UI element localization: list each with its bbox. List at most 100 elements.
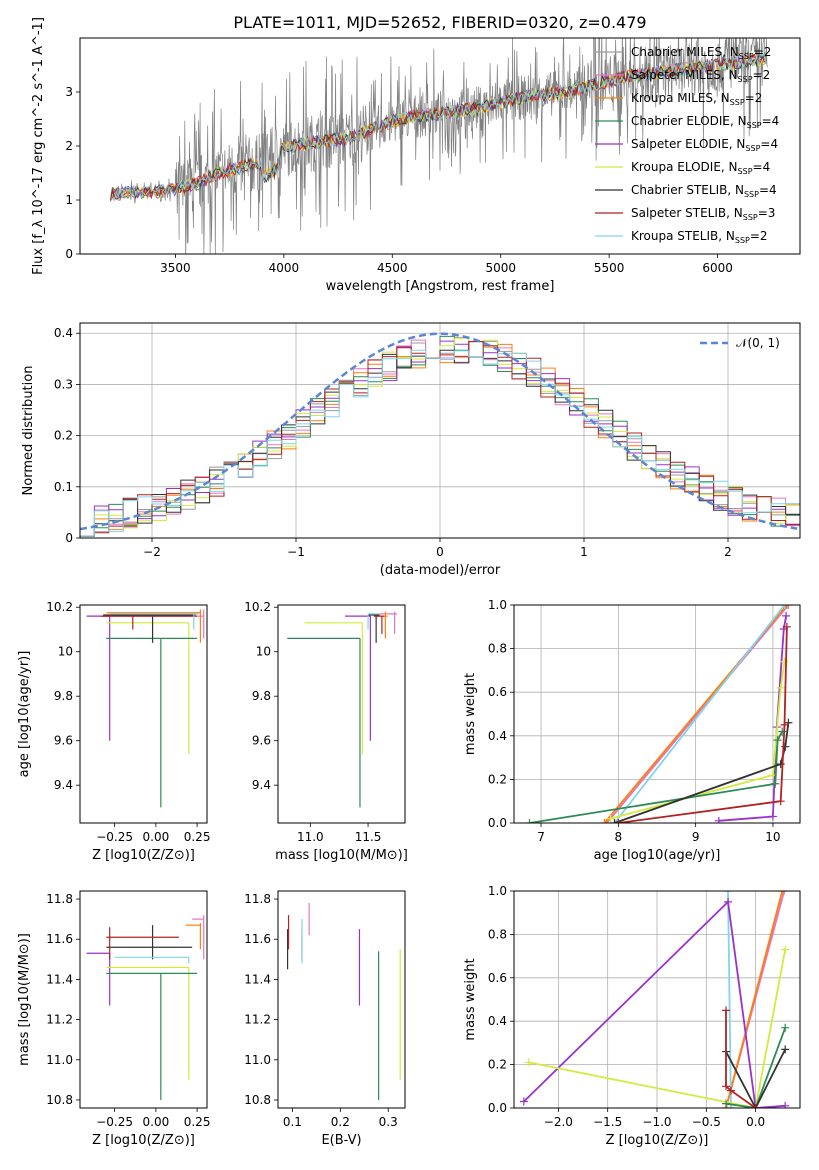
legend-entry: Chabrier ELODIE, NSSP=4 [631,114,779,130]
residual-histogram [80,349,800,537]
y-tick-label: 0.0 [488,1101,507,1115]
axes-frame [277,604,406,824]
y-axis-label: mass weight [463,958,478,1040]
x-tick-label: 0.25 [184,1115,211,1129]
plot-area [80,323,800,538]
y-tick-label: 11.6 [244,932,271,946]
weight-marker [778,891,787,895]
y-tick-label: 10 [256,645,271,659]
x-tick-label: 11.5 [355,830,382,844]
spectrum-panel: 3500 4000 4500 5000 5500 6000 0 1 2 3 Chabrier MIL… [31,17,801,294]
x-tick-label: −0.25 [96,1115,133,1129]
age-vs-mass-panel: 11.0 11.5 9.4 9.6 9.8 10 10.2 mass [log10(M/M⊙)… [244,600,408,863]
y-tick-label: 0.2 [54,429,73,443]
y-tick-label: 0.6 [488,971,507,985]
weight-marker [781,945,790,954]
x-tick-label: 3500 [160,261,191,275]
model-line [109,55,767,202]
y-tick-label: 10.2 [46,600,73,614]
weight-line [606,605,790,823]
y-tick-label: 10.8 [46,1093,73,1107]
y-tick-label: 0.2 [488,772,507,786]
x-tick-label: −0.5 [692,1115,721,1129]
x-tick-label: 6000 [702,261,733,275]
weight-line [529,730,783,823]
y-tick-label: 0.8 [488,642,507,656]
weight-vs-metallicity-panel: −2.0 −1.5 −1.0 −0.5 0.0 0.0 0.2 0.4 0.6 0.8 1.0 Z [… [463,884,801,1148]
y-tick-label: 0.8 [488,927,507,941]
plot-area [86,609,205,808]
y-tick-label: 9.8 [252,689,271,703]
weight-marker [614,819,623,823]
weight-marker [751,1104,760,1108]
weight-line [725,1048,787,1108]
x-tick-label: −1.0 [642,1115,671,1129]
y-tick-label: 11.6 [46,932,73,946]
x-tick-label: 5500 [594,261,625,275]
weight-marker [773,736,782,745]
x-axis-label: Z [log10(Z/Z⊙)] [606,1133,709,1148]
model-line [110,53,767,202]
y-tick-label: 0.4 [54,326,73,340]
legend-entry: Kroupa STELIB, NSSP=2 [631,229,768,245]
y-axis-label: mass weight [463,673,478,755]
weight-marker [780,605,789,609]
y-axis-label: age [log10(age/yr)] [17,651,32,778]
y-tick-label: 9.8 [54,689,73,703]
x-tick-label: 7 [537,830,545,844]
weight-marker [776,683,785,692]
plot-area [514,891,800,1108]
weight-marker [726,1086,735,1095]
axes-frame [277,890,406,1109]
weight-marker [606,814,615,823]
y-tick-label: 11.8 [244,892,271,906]
weight-marker [722,1006,731,1015]
y-axis-label: Normed distribution [21,366,36,496]
x-axis-label: age [log10(age/yr)] [594,848,721,863]
weight-line [725,1027,787,1108]
y-tick-label: 0 [65,247,73,261]
y-tick-label: 0.1 [54,480,73,494]
weight-marker [768,812,777,821]
plot-area [287,611,397,808]
y-axis-label: Flux [f_λ 10^-17 erg cm^-2 s^-1 A^-1] [31,17,46,275]
figure-title: PLATE=1011, MJD=52652, FIBERID=0320, z=0… [233,13,646,32]
y-tick-label: 9.6 [252,734,271,748]
weight-line [727,891,732,1108]
legend-entry: Chabrier STELIB, NSSP=4 [631,183,777,199]
y-tick-label: 11.0 [46,1053,73,1067]
x-axis-label: (data-model)/error [380,563,501,578]
x-tick-label: 0.2 [331,1115,350,1129]
weight-marker [610,819,619,823]
x-tick-label: −1 [287,545,305,559]
x-tick-label: 0.1 [283,1115,302,1129]
y-tick-label: 2 [65,139,73,153]
model-line [109,53,767,202]
weight-marker [782,611,791,620]
model-line [109,51,767,202]
weight-marker [724,891,733,895]
x-tick-label: −0.25 [96,830,133,844]
x-tick-label: 1 [580,545,588,559]
plot-area [86,915,205,1100]
legend-entry: Kroupa MILES, NSSP=2 [631,91,762,107]
weight-marker [780,657,789,666]
x-tick-label: 11.0 [297,830,324,844]
weight-marker [782,622,791,631]
weight-marker [781,1023,790,1032]
weight-marker [781,1045,790,1054]
weight-line [618,626,788,823]
x-tick-label: 0.00 [143,830,170,844]
weight-line [523,900,786,1108]
weight-vs-age-panel: 7 8 9 10 0.0 0.2 0.4 0.6 0.8 1.0 age [log10(age/yr… [463,598,801,863]
weight-line [528,949,787,1108]
y-tick-label: 11.4 [244,972,271,986]
weight-line [613,605,786,823]
y-tick-label: 1.0 [488,884,507,898]
weight-marker [782,605,791,609]
x-tick-label: 0.0 [746,1115,765,1129]
x-tick-label: 10 [765,830,780,844]
legend-entry: Salpeter MILES, NSSP=2 [631,68,770,84]
mass-vs-metallicity-panel: −0.25 0.00 0.25 10.8 11.0 11.2 11.4 11.6 11.8 Z [… [17,890,211,1148]
x-tick-label: 0 [436,545,444,559]
